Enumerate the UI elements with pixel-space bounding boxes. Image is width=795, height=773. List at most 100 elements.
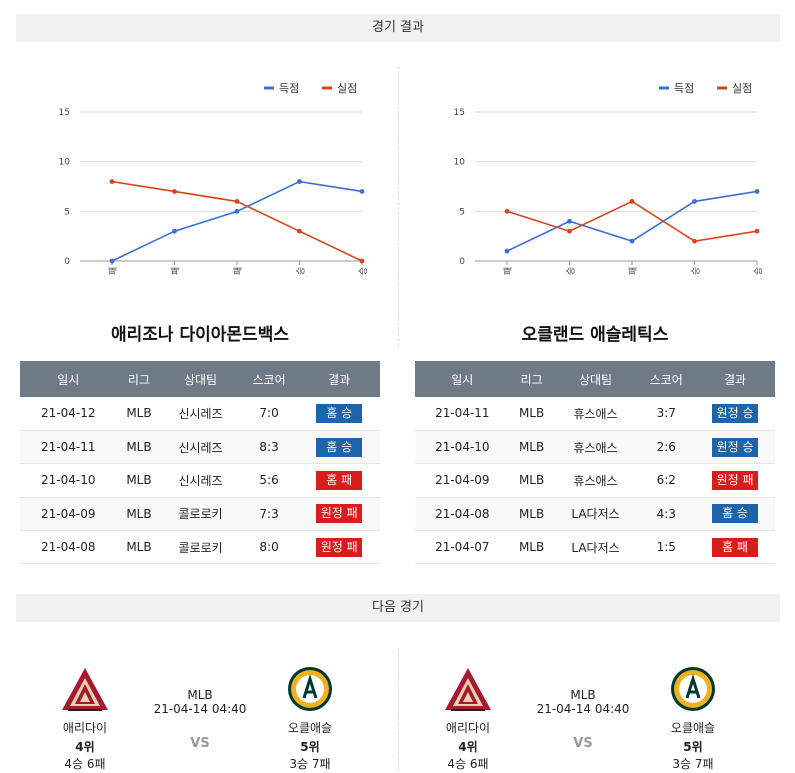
cell-result: 홈 승 <box>298 397 380 431</box>
cell-opponent: 신시레즈 <box>161 463 240 498</box>
match-league: MLB <box>187 688 213 702</box>
y-tick-label: 0 <box>459 257 465 267</box>
match-datetime: 21-04-14 04:40 <box>536 702 630 716</box>
column-header: 스코어 <box>239 361 299 397</box>
cell-opponent: LA다저스 <box>553 497 638 532</box>
x-tick-label: 패 <box>628 267 639 275</box>
away-team-record: 3승 7패 <box>289 757 331 771</box>
result-badge: 홈 승 <box>316 437 363 457</box>
cell-score: 7:0 <box>239 397 299 431</box>
data-point <box>567 218 572 224</box>
data-point <box>504 248 510 254</box>
match-card: 애리다이 4위 4승 6패 MLB 21-04-14 04:40 VS 오클애슬… <box>403 660 763 772</box>
table-row: 21-04-11 MLB 휴스애스 3:7 원정 승 <box>415 397 775 431</box>
cell-date: 21-04-08 <box>20 530 117 565</box>
data-point <box>754 228 760 234</box>
cell-result: 홈 패 <box>298 463 380 498</box>
next-game-section-header: 다음 경기 <box>16 594 780 622</box>
away-team-record: 3승 7패 <box>672 757 714 771</box>
data-point <box>629 238 635 244</box>
home-team: 애리다이 4위 4승 6패 <box>403 660 533 772</box>
result-badge: 홈 승 <box>712 504 759 524</box>
data-point <box>504 208 510 214</box>
home-team-rank: 4위 <box>75 740 95 754</box>
column-header: 일시 <box>20 361 117 397</box>
home-team-name: 애리다이 <box>445 721 491 735</box>
result-badge: 홈 패 <box>712 537 759 557</box>
cell-score: 6:2 <box>637 463 696 498</box>
data-point <box>109 258 115 264</box>
results-table-right: 일시 리그 상대팀 스코어 결과 21-04-11 MLB 휴스애스 3:7 원정 승 21-04… <box>415 361 775 565</box>
data-point <box>234 199 240 204</box>
data-point <box>692 238 697 244</box>
cell-league: MLB <box>116 463 162 498</box>
cell-league: MLB <box>116 497 162 532</box>
table-row: 21-04-07 MLB LA다저스 1:5 홈 패 <box>415 530 775 565</box>
data-point <box>297 228 302 234</box>
data-point <box>297 179 302 184</box>
cell-score: 8:3 <box>239 430 299 465</box>
y-tick-label: 10 <box>59 158 71 168</box>
cell-date: 21-04-10 <box>20 463 117 498</box>
line-chart: 0 5 10 15 패 패 패 승 승 득점 실점 <box>59 82 369 275</box>
match-league: MLB <box>570 688 596 702</box>
result-badge: 원정 패 <box>316 504 363 524</box>
x-tick-label: 승 <box>296 267 307 275</box>
cell-result: 홈 승 <box>695 497 775 532</box>
cell-date: 21-04-09 <box>415 463 510 498</box>
cell-opponent: 신시레즈 <box>161 397 240 431</box>
team-title: 오클랜드 애슬레틱스 <box>521 325 669 345</box>
cell-score: 7:3 <box>239 497 299 532</box>
legend-label: 득점 <box>279 82 299 95</box>
match-card: 애리다이 4위 4승 6패 MLB 21-04-14 04:40 VS 오클애슬… <box>20 660 380 772</box>
cell-date: 21-04-08 <box>415 497 510 532</box>
column-header: 결과 <box>695 361 775 397</box>
diamondbacks-logo <box>445 668 491 711</box>
data-point <box>629 199 635 204</box>
cell-result: 홈 승 <box>298 430 380 465</box>
match-info: MLB 21-04-14 04:40 <box>518 688 648 716</box>
cell-opponent: LA다저스 <box>553 530 638 565</box>
column-header: 일시 <box>415 361 510 397</box>
result-badge: 홈 승 <box>316 403 363 423</box>
cell-opponent: 신시레즈 <box>161 430 240 465</box>
vs-label: VS <box>190 736 210 751</box>
data-point <box>359 258 365 264</box>
cell-result: 원정 패 <box>298 530 380 565</box>
result-badge: 홈 패 <box>316 470 363 490</box>
column-header: 리그 <box>116 361 162 397</box>
cell-score: 4:3 <box>637 497 696 532</box>
cell-result: 원정 승 <box>695 430 775 465</box>
x-tick-label: 패 <box>233 267 244 275</box>
table-row: 21-04-08 MLB 콜로로키 8:0 원정 패 <box>20 530 380 565</box>
series-line-allowed <box>506 200 758 242</box>
away-team: 오클애슬 5위 3승 7패 <box>628 660 758 772</box>
y-tick-label: 15 <box>59 108 70 118</box>
legend-label: 득점 <box>674 82 694 95</box>
line-chart: 0 5 10 15 패 승 패 승 승 득점 실점 <box>454 82 764 275</box>
cell-score: 1:5 <box>637 530 696 565</box>
cell-league: MLB <box>509 463 554 498</box>
y-tick-label: 15 <box>454 108 465 118</box>
data-point <box>234 208 240 214</box>
column-header: 상대팀 <box>161 361 240 397</box>
cell-score: 2:6 <box>637 430 696 465</box>
x-tick-label: 패 <box>503 267 514 275</box>
cell-opponent: 휴스애스 <box>553 397 638 431</box>
series-line-scored <box>111 180 363 262</box>
home-team: 애리다이 4위 4승 6패 <box>20 660 150 772</box>
table-row: 21-04-11 MLB 신시레즈 8:3 홈 승 <box>20 430 380 465</box>
data-point <box>172 189 177 194</box>
cell-date: 21-04-12 <box>20 397 117 431</box>
x-tick-label: 승 <box>566 267 577 275</box>
cell-date: 21-04-09 <box>20 497 117 532</box>
result-badge: 원정 패 <box>712 470 759 490</box>
home-team-name: 애리다이 <box>62 721 108 735</box>
cell-league: MLB <box>116 530 162 565</box>
cell-score: 8:0 <box>239 530 299 565</box>
cell-result: 홈 패 <box>695 530 775 565</box>
cell-result: 원정 승 <box>695 397 775 431</box>
away-team: 오클애슬 5위 3승 7패 <box>245 660 375 772</box>
cell-opponent: 휴스애스 <box>553 463 638 498</box>
table-row: 21-04-12 MLB 신시레즈 7:0 홈 승 <box>20 397 380 431</box>
